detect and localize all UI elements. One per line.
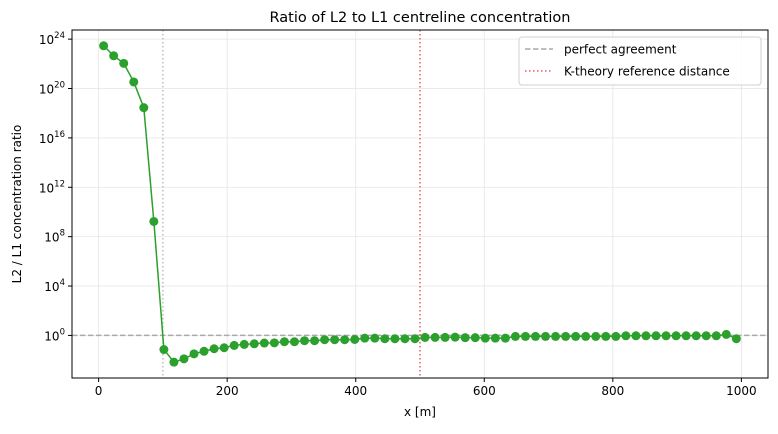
data-point xyxy=(500,333,510,343)
data-point xyxy=(711,331,721,341)
data-point xyxy=(641,331,651,341)
x-tick-label: 400 xyxy=(344,384,367,398)
y-tick-label: 1024 xyxy=(39,31,65,47)
data-point xyxy=(480,333,490,343)
data-point xyxy=(320,335,330,345)
data-point xyxy=(239,339,249,349)
x-axis-label: x [m] xyxy=(404,405,436,419)
y-axis-label: L2 / L1 concentration ratio xyxy=(10,125,24,284)
data-point xyxy=(631,331,641,341)
legend-label-perfect-agreement: perfect agreement xyxy=(564,43,677,57)
plot-frame xyxy=(71,29,769,379)
data-point xyxy=(109,51,119,61)
data-point xyxy=(591,331,601,341)
y-tick-label: 108 xyxy=(44,229,65,245)
series-line xyxy=(103,45,737,364)
data-point xyxy=(561,331,571,341)
data-point xyxy=(691,331,701,341)
data-point xyxy=(99,41,109,51)
data-point xyxy=(340,335,350,345)
y-tick-label: 1016 xyxy=(39,130,65,146)
data-point xyxy=(661,331,671,341)
data-point xyxy=(350,334,360,344)
data-point xyxy=(199,346,209,356)
x-tick-label: 1000 xyxy=(726,384,757,398)
data-point xyxy=(159,345,169,355)
y-tick-label: 104 xyxy=(44,278,65,294)
y-axis: 100 104 108 1012 1016 1020 1024 xyxy=(39,31,72,343)
x-tick-label: 200 xyxy=(216,384,239,398)
data-point xyxy=(671,331,681,341)
data-point xyxy=(209,344,219,354)
data-point xyxy=(470,333,480,343)
x-tick-label: 0 xyxy=(95,384,103,398)
data-point xyxy=(510,331,520,341)
data-point xyxy=(520,331,530,341)
data-point xyxy=(440,332,450,342)
x-tick-label: 600 xyxy=(473,384,496,398)
data-point xyxy=(400,334,410,344)
data-point xyxy=(179,354,189,364)
x-axis: 0 200 400 600 800 1000 xyxy=(95,378,757,398)
data-point xyxy=(330,335,340,345)
series xyxy=(99,41,741,367)
data-point xyxy=(259,338,269,348)
data-point xyxy=(450,332,460,342)
data-point xyxy=(149,216,159,226)
data-point xyxy=(300,336,310,346)
data-point xyxy=(279,337,289,347)
data-point xyxy=(460,333,470,343)
data-point xyxy=(571,331,581,341)
data-point xyxy=(681,331,691,341)
data-point xyxy=(731,334,741,344)
data-point xyxy=(289,337,299,347)
data-point xyxy=(229,340,239,350)
data-point xyxy=(360,333,370,343)
data-point xyxy=(269,338,279,348)
data-point xyxy=(410,334,420,344)
data-point xyxy=(310,336,320,346)
y-tick-label: 1012 xyxy=(39,179,65,195)
data-point xyxy=(380,334,390,344)
data-point xyxy=(139,103,149,113)
data-point xyxy=(169,357,179,367)
y-tick-label: 1020 xyxy=(39,81,65,97)
legend-label-k-theory: K-theory reference distance xyxy=(564,65,730,79)
data-point xyxy=(611,331,621,341)
data-point xyxy=(551,331,561,341)
data-point xyxy=(621,331,631,341)
data-point xyxy=(390,334,400,344)
data-point xyxy=(721,329,731,339)
legend: perfect agreement K-theory reference dis… xyxy=(518,36,762,86)
data-point xyxy=(129,77,139,87)
data-point xyxy=(189,349,199,359)
data-point xyxy=(581,331,591,341)
data-point xyxy=(601,331,611,341)
data-point xyxy=(370,333,380,343)
data-point xyxy=(541,331,551,341)
legend-box xyxy=(518,36,762,86)
data-point xyxy=(530,331,540,341)
chart-title: Ratio of L2 to L1 centreline concentrati… xyxy=(270,10,571,26)
y-tick-label: 100 xyxy=(44,327,65,343)
data-point xyxy=(219,343,229,353)
data-point xyxy=(249,339,259,349)
data-point xyxy=(119,58,129,68)
data-point xyxy=(420,332,430,342)
data-point xyxy=(490,333,500,343)
x-tick-label: 800 xyxy=(601,384,624,398)
data-point xyxy=(430,332,440,342)
data-point xyxy=(701,331,711,341)
data-point xyxy=(651,331,661,341)
